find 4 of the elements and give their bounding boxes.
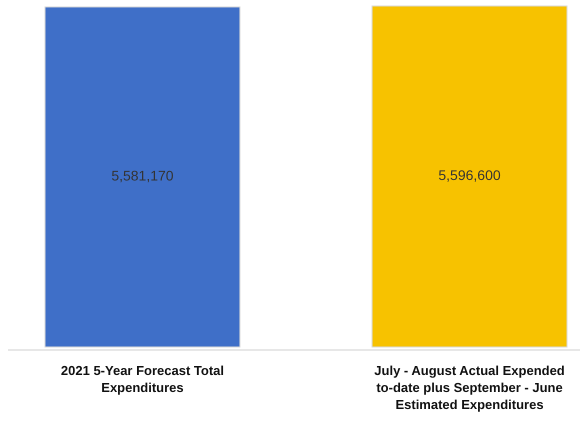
x-tick-label: 2021 5-Year Forecast Total Expenditures xyxy=(60,363,224,395)
data-label: 5,581,170 xyxy=(111,168,174,184)
x-tick-label: July - August Actual Expended to-date plus September - June Estimated Expenditures xyxy=(374,363,565,412)
data-label: 5,596,600 xyxy=(438,167,501,184)
